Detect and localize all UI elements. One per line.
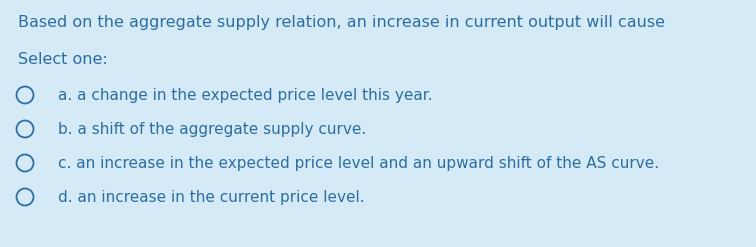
Text: Select one:: Select one: bbox=[18, 52, 108, 67]
Text: a. a change in the expected price level this year.: a. a change in the expected price level … bbox=[58, 88, 432, 103]
Text: c. an increase in the expected price level and an upward shift of the AS curve.: c. an increase in the expected price lev… bbox=[58, 156, 659, 171]
Text: d. an increase in the current price level.: d. an increase in the current price leve… bbox=[58, 190, 364, 205]
Text: b. a shift of the aggregate supply curve.: b. a shift of the aggregate supply curve… bbox=[58, 122, 366, 137]
Text: Based on the aggregate supply relation, an increase in current output will cause: Based on the aggregate supply relation, … bbox=[18, 15, 665, 30]
